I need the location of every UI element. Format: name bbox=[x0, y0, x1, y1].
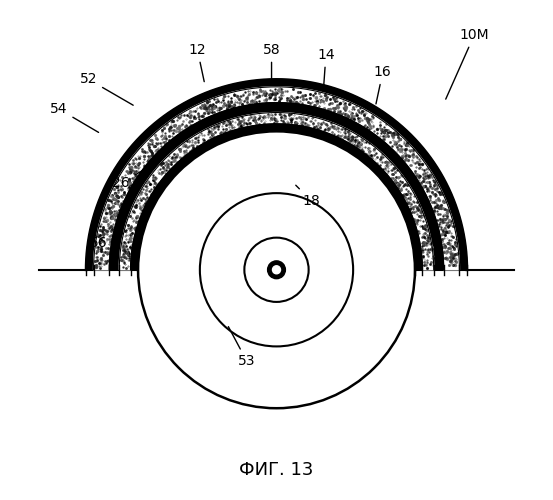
Text: ФИГ. 13: ФИГ. 13 bbox=[239, 461, 314, 479]
Polygon shape bbox=[93, 87, 460, 270]
Circle shape bbox=[268, 261, 285, 278]
Text: 18: 18 bbox=[296, 185, 320, 208]
Polygon shape bbox=[86, 80, 467, 270]
Circle shape bbox=[200, 193, 353, 346]
Polygon shape bbox=[131, 124, 422, 270]
Text: 54: 54 bbox=[50, 102, 98, 132]
Text: 14: 14 bbox=[317, 48, 335, 86]
Circle shape bbox=[244, 238, 309, 302]
Text: 52: 52 bbox=[80, 72, 133, 105]
Polygon shape bbox=[119, 112, 434, 270]
Text: 56: 56 bbox=[90, 234, 123, 250]
Text: 10M: 10M bbox=[446, 28, 489, 99]
Text: 16: 16 bbox=[374, 65, 392, 104]
Text: 58: 58 bbox=[263, 43, 280, 84]
Circle shape bbox=[273, 266, 280, 274]
Text: 12: 12 bbox=[189, 43, 206, 82]
Polygon shape bbox=[109, 102, 444, 270]
Circle shape bbox=[138, 132, 415, 408]
Text: 26: 26 bbox=[112, 168, 148, 190]
Text: 53: 53 bbox=[228, 326, 255, 368]
Polygon shape bbox=[138, 132, 415, 270]
